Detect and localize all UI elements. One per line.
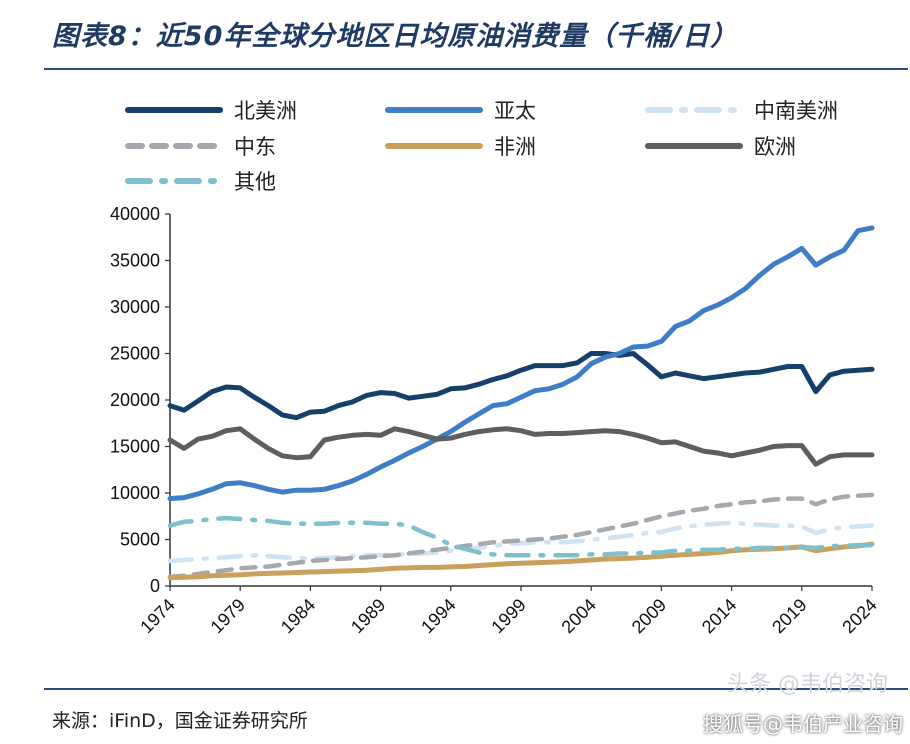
x-tick-label: 2009: [628, 595, 670, 637]
legend-label: 其他: [234, 170, 276, 194]
title-divider: [44, 68, 908, 70]
watermark-toutiao: 头条 @韦伯咨询: [727, 672, 888, 697]
legend-label: 中南美洲: [754, 99, 838, 123]
x-tick-label: 1989: [347, 595, 389, 637]
series-line: [167, 520, 875, 564]
x-tick-label: 1999: [487, 595, 529, 637]
y-tick-label: 0: [150, 576, 160, 596]
legend-label: 非洲: [494, 135, 536, 159]
series-line: [167, 492, 875, 579]
legend-label: 亚太: [494, 99, 536, 123]
y-tick-label: 40000: [110, 204, 160, 224]
y-tick-label: 20000: [110, 390, 160, 410]
series-line: [167, 225, 875, 502]
x-tick-label: 1974: [136, 595, 178, 637]
x-tick-label: 1979: [207, 595, 249, 637]
x-tick-label: 2019: [768, 595, 810, 637]
y-tick-label: 10000: [110, 483, 160, 503]
legend-label: 北美洲: [234, 99, 297, 123]
y-tick-label: 35000: [110, 251, 160, 271]
legend-label: 中东: [234, 135, 276, 159]
y-tick-label: 30000: [110, 297, 160, 317]
series-line: [167, 426, 875, 467]
x-tick-label: 2024: [838, 595, 880, 637]
page-title: 图表8：近50年全球分地区日均原油消费量（千桶/日）: [52, 21, 739, 52]
x-tick-label: 1984: [277, 595, 319, 637]
watermark-sohu: 搜狐号@韦伯产业咨询: [703, 712, 903, 736]
x-tick-label: 1994: [417, 595, 459, 637]
y-tick-label: 25000: [110, 344, 160, 364]
x-tick-label: 2014: [698, 595, 740, 637]
series-lines: [167, 225, 875, 581]
legend-label: 欧洲: [754, 135, 796, 159]
x-tick-label: 2004: [558, 595, 600, 637]
series-line: [167, 351, 875, 421]
series-line: [167, 515, 875, 558]
y-tick-label: 5000: [120, 530, 160, 550]
y-tick-label: 15000: [110, 437, 160, 457]
footer-divider: [44, 688, 908, 690]
source-note: 来源：iFinD，国金证券研究所: [52, 710, 308, 732]
